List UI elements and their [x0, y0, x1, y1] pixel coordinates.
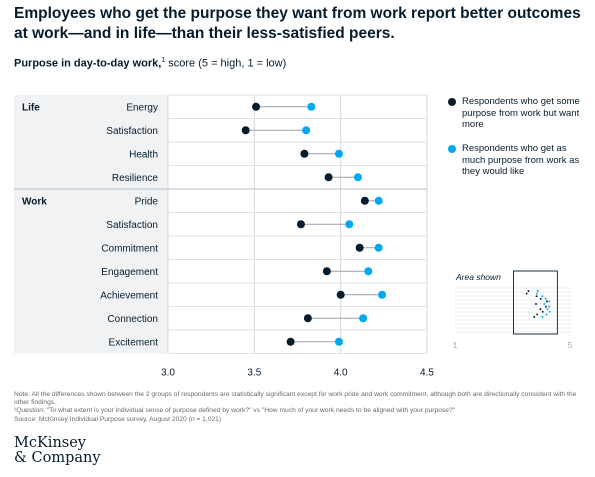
inset-dot [548, 310, 551, 313]
group-label: Work [22, 196, 47, 207]
dot-full-purpose [353, 173, 362, 182]
source-text: Source: McKinsey Individual Purpose surv… [14, 415, 222, 423]
dot-full-purpose [334, 149, 343, 158]
inset-dot [536, 290, 539, 292]
inset-dot [525, 292, 528, 295]
chart-notes: Note: All the differences shown between … [14, 391, 584, 424]
logo-line-1: McKinsey [14, 435, 86, 451]
inset-tick-min: 1 [453, 340, 458, 350]
x-tick-label: 3.0 [161, 368, 175, 379]
category-label: Satisfaction [106, 220, 158, 231]
inset-dot [535, 292, 538, 295]
dot-some-purpose [241, 126, 250, 135]
inset-dot [545, 300, 548, 303]
dot-some-purpose [296, 220, 305, 229]
legend-label: Respondents who get some purpose from wo… [462, 96, 580, 130]
mckinsey-logo: McKinsey & Company [14, 436, 101, 466]
inset-dot [539, 308, 542, 311]
subtitle-footnote-mark: 1 [161, 57, 166, 64]
legend-swatch-dark [448, 98, 456, 106]
dot-full-purpose [359, 314, 368, 323]
category-label: Satisfaction [106, 126, 158, 137]
category-label: Engagement [101, 267, 158, 278]
logo-line-2: & Company [14, 450, 101, 466]
inset-dot [536, 313, 539, 316]
legend-swatch-blue [448, 145, 456, 153]
inset-area-box [513, 270, 558, 335]
subtitle-bold: Purpose in day-to-day work, [14, 57, 162, 70]
chart-subtitle: Purpose in day-to-day work,1 score (5 = … [14, 57, 286, 70]
dot-some-purpose [360, 196, 369, 205]
inset-dot [541, 310, 544, 313]
footnote-text: ¹Question: "To what extent is your indiv… [14, 407, 456, 415]
x-tick-label: 4.0 [334, 368, 348, 379]
dot-full-purpose [302, 126, 311, 135]
group-label: Life [22, 102, 40, 113]
dot-full-purpose [378, 290, 387, 299]
dot-some-purpose [300, 149, 309, 158]
chart-background [14, 95, 427, 354]
dot-full-purpose [345, 220, 354, 229]
dot-full-purpose [307, 102, 316, 111]
inset-dot [546, 308, 549, 311]
note-text: Note: All the differences shown between … [14, 391, 577, 407]
chart-labels: 3.0 3.5 4.0 4.5 Life Work Energy Satisfaction He… [22, 102, 573, 378]
inset-dot [545, 313, 548, 316]
category-label: Energy [126, 102, 158, 113]
dot-full-purpose [374, 243, 383, 252]
dot-some-purpose [355, 243, 364, 252]
category-label: Excitement [109, 337, 159, 348]
category-label: Connection [107, 314, 158, 325]
inset-tick-max: 5 [568, 340, 573, 350]
dot-full-purpose [374, 196, 383, 205]
x-tick-label: 3.5 [247, 368, 261, 379]
chart-grid [14, 94, 428, 354]
category-label: Commitment [101, 243, 158, 254]
inset-dot [543, 303, 546, 305]
category-label: Health [129, 149, 158, 160]
dot-some-purpose [336, 290, 345, 299]
inset-dot [533, 316, 536, 318]
category-label: Achievement [100, 290, 158, 301]
dot-some-purpose [303, 314, 312, 323]
legend-label: Respondents who get as much purpose from… [462, 143, 580, 177]
x-tick-label: 4.5 [420, 368, 434, 379]
dot-plot-chart: 3.0 3.5 4.0 4.5 Life Work Energy Satisfaction He… [14, 94, 573, 379]
dot-full-purpose [334, 337, 343, 346]
inset-dot [527, 290, 530, 292]
category-label: Resilience [112, 173, 159, 184]
category-label: Pride [135, 196, 159, 207]
inset-dot [548, 300, 551, 303]
inset-thumbnail [455, 270, 572, 335]
inset-dot [548, 305, 551, 308]
inset-dot [535, 303, 537, 305]
dot-some-purpose [286, 337, 295, 346]
inset-dot [535, 295, 538, 298]
dot-some-purpose [322, 267, 331, 276]
inset-dot [544, 297, 547, 300]
inset-dot [541, 295, 544, 298]
chart-title: Employees who get the purpose they want … [14, 5, 581, 42]
dot-full-purpose [364, 267, 373, 276]
subtitle-rest: score (5 = high, 1 = low) [165, 57, 287, 70]
inset-dot [545, 305, 547, 308]
chart-marks [241, 102, 387, 346]
inset-dot [539, 297, 542, 300]
inset-dot [541, 316, 544, 318]
dot-some-purpose [252, 102, 261, 111]
inset-label: Area shown [455, 272, 501, 282]
dot-some-purpose [324, 173, 333, 182]
